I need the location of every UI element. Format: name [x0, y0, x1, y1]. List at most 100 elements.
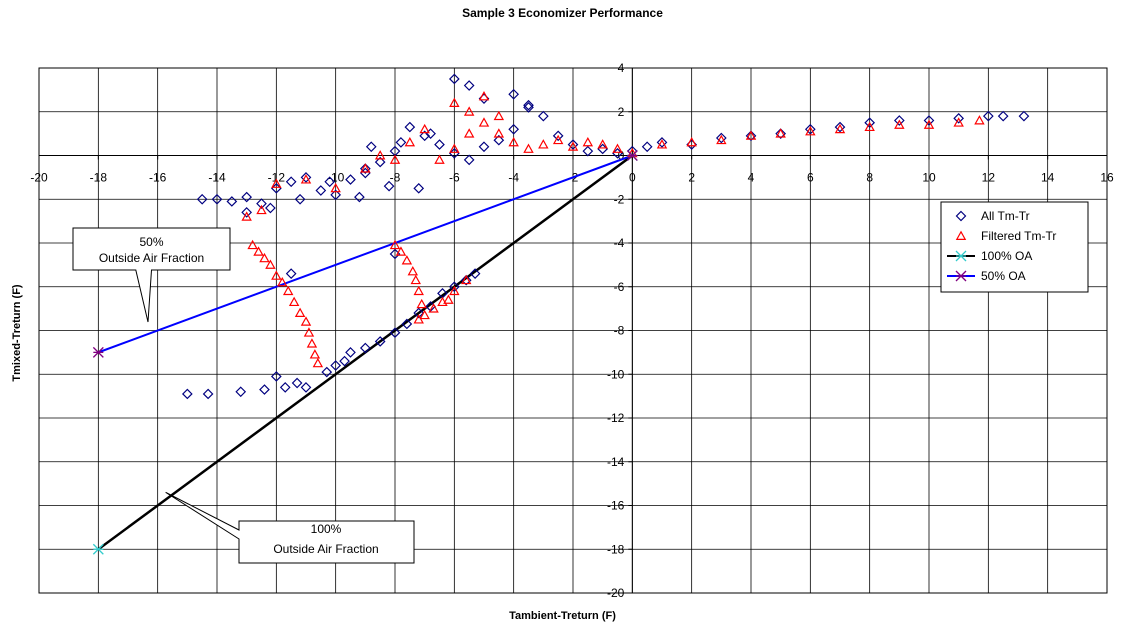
- data-point: [567, 141, 579, 151]
- data-point: [686, 136, 697, 147]
- data-point: [923, 115, 935, 126]
- data-point: [523, 143, 534, 153]
- data-point: [359, 163, 371, 174]
- x-tick-label: 6: [807, 171, 814, 185]
- data-point: [300, 382, 312, 393]
- data-point: [834, 123, 846, 134]
- data-point: [745, 130, 757, 140]
- x-tick-label: -6: [449, 171, 460, 185]
- legend-marker: [955, 210, 967, 222]
- legend-marker: [955, 270, 967, 282]
- x-tick-label: -14: [208, 171, 226, 185]
- x-axis-label: Tambient-Treturn (F): [509, 610, 616, 622]
- x-tick-label: -4: [508, 171, 519, 185]
- chart-title: Sample 3 Economizer Performance: [462, 6, 663, 20]
- data-point: [211, 193, 223, 205]
- y-axis-label: Tmixed-Treturn (F): [11, 284, 23, 382]
- data-point: [538, 139, 549, 149]
- data-point: [259, 384, 270, 395]
- callout-50: 50% Outside Air Fraction: [72, 227, 231, 323]
- plot-area-border: [38, 67, 1108, 594]
- data-point: [288, 296, 300, 307]
- data-point: [463, 128, 475, 138]
- data-point: [463, 80, 475, 91]
- data-point: [354, 191, 365, 203]
- legend-label: All Tm-Tr: [981, 209, 1030, 223]
- data-point: [277, 276, 288, 287]
- data-point: [448, 281, 460, 293]
- data-point: [247, 239, 258, 250]
- data-point: [508, 123, 520, 135]
- data-point: [345, 174, 356, 185]
- data-point: [413, 182, 425, 194]
- callout-box: [72, 227, 231, 323]
- x-tick-label: 14: [1041, 171, 1055, 185]
- data-point: [508, 88, 520, 100]
- data-point: [745, 130, 757, 142]
- data-point: [265, 202, 276, 214]
- data-point: [552, 130, 564, 142]
- data-point: [330, 360, 342, 371]
- y-tick-label: -4: [614, 236, 625, 250]
- data-point: [419, 309, 430, 320]
- legend-marker: [955, 230, 967, 240]
- data-point: [567, 139, 579, 150]
- data-point: [416, 298, 427, 309]
- data-point: [271, 270, 282, 280]
- data-point: [982, 110, 994, 122]
- data-point: [279, 382, 291, 393]
- data-point: [324, 176, 336, 188]
- data-point: [894, 119, 905, 129]
- data-point: [715, 132, 727, 144]
- data-point: [493, 128, 505, 138]
- series-1-markers: [241, 91, 985, 368]
- data-point: [395, 246, 407, 256]
- data-point: [404, 121, 416, 133]
- data-point: [300, 172, 312, 183]
- data-point: [235, 386, 247, 398]
- data-point: [463, 154, 475, 166]
- data-point: [306, 338, 318, 348]
- data-point: [374, 336, 386, 347]
- data-point: [997, 110, 1009, 122]
- data-point: [641, 141, 653, 153]
- series-0-markers: [181, 73, 1030, 400]
- data-point: [419, 130, 431, 142]
- data-point: [282, 285, 294, 296]
- data-point: [460, 274, 472, 285]
- callout-line-1: 50%: [139, 235, 163, 249]
- data-point: [315, 185, 327, 196]
- y-tick-label: -14: [607, 455, 625, 469]
- data-point: [493, 134, 505, 146]
- data-point: [202, 388, 214, 400]
- y-tick-label: -20: [607, 586, 625, 600]
- legend-label: 100% OA: [981, 249, 1032, 263]
- data-point: [419, 123, 430, 134]
- data-point: [321, 366, 333, 378]
- x-tick-label: -16: [149, 171, 167, 185]
- series-3-markers: [92, 150, 638, 358]
- data-point: [449, 285, 460, 296]
- data-point: [395, 137, 407, 148]
- y-tick-label: 4: [618, 61, 625, 75]
- data-point: [626, 150, 638, 161]
- data-point: [552, 134, 564, 145]
- data-point: [478, 117, 490, 127]
- data-point: [508, 136, 519, 147]
- data-point: [330, 182, 341, 193]
- data-point: [389, 239, 401, 250]
- data-point: [537, 110, 549, 122]
- data-point: [309, 349, 321, 359]
- y-tick-label: 0: [618, 149, 625, 163]
- x-tick-label: -18: [90, 171, 108, 185]
- y-tick-label: -12: [607, 411, 625, 425]
- x-tick-label: -20: [30, 171, 48, 185]
- data-point: [226, 196, 238, 207]
- data-point: [443, 294, 454, 304]
- x-tick-label: 4: [748, 171, 755, 185]
- data-point: [834, 121, 846, 133]
- data-point: [493, 110, 505, 121]
- data-point: [460, 274, 472, 286]
- data-point: [478, 91, 490, 101]
